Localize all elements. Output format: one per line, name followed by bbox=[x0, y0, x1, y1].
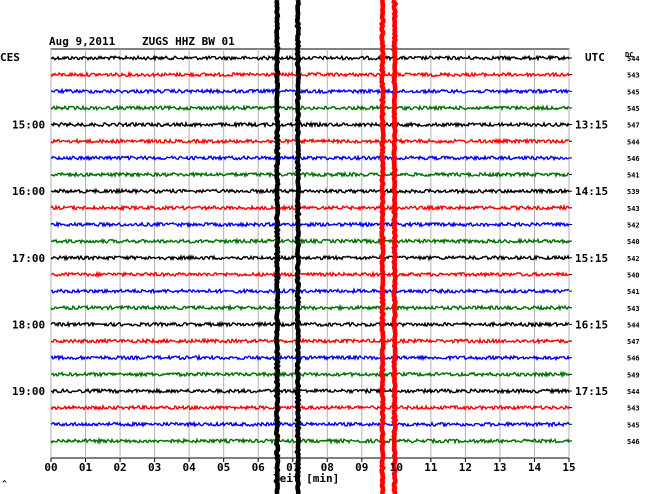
trace-line bbox=[50, 170, 569, 179]
event-marker bbox=[294, 0, 302, 494]
trace-line bbox=[50, 387, 570, 395]
x-tick-label: 06 bbox=[252, 461, 266, 474]
x-tick-label: 15 bbox=[562, 461, 575, 474]
trace-line bbox=[50, 237, 570, 245]
trace-line bbox=[50, 353, 570, 362]
trace-line bbox=[50, 270, 570, 279]
axis-labels: 00 01 02 03 04 05 06 07 08 09 10 11 12 13 14 15 544 543 54… bbox=[12, 55, 640, 474]
dc-value: 547 bbox=[627, 122, 640, 130]
dc-value: 546 bbox=[627, 155, 640, 163]
trace-line bbox=[50, 120, 570, 129]
trace-line bbox=[50, 370, 570, 379]
traces bbox=[50, 54, 570, 445]
x-tick-label: 09 bbox=[355, 461, 368, 474]
dc-value: 547 bbox=[627, 338, 640, 346]
dc-value: 543 bbox=[627, 305, 640, 313]
trace-line bbox=[50, 254, 570, 262]
dc-value: 546 bbox=[627, 438, 640, 446]
left-hour-label: 16:00 bbox=[12, 185, 45, 198]
event-markers bbox=[273, 0, 399, 494]
x-tick-label: 00 bbox=[44, 461, 57, 474]
trace-line bbox=[50, 104, 570, 112]
dc-value: 544 bbox=[627, 321, 640, 329]
x-tick-label: 01 bbox=[79, 461, 93, 474]
footer-mark: ^ bbox=[2, 479, 7, 488]
x-tick-label: 03 bbox=[148, 461, 161, 474]
x-tick-label: 07 bbox=[286, 461, 299, 474]
dc-value: 540 bbox=[627, 238, 640, 246]
right-hour-label: 13:15 bbox=[575, 119, 608, 132]
event-marker bbox=[379, 0, 387, 494]
trace-line bbox=[50, 303, 570, 312]
dc-value: 539 bbox=[627, 188, 640, 196]
left-hour-label: 17:00 bbox=[12, 252, 45, 265]
right-hour-label: 16:15 bbox=[575, 318, 608, 331]
x-tick-label: 05 bbox=[217, 461, 230, 474]
chart-date: Aug 9,2011 bbox=[49, 35, 116, 48]
x-tick-label: 10 bbox=[390, 461, 403, 474]
dc-value: 545 bbox=[627, 105, 640, 113]
trace-line bbox=[50, 187, 570, 195]
right-hour-label: 15:15 bbox=[575, 252, 608, 265]
trace-line bbox=[50, 203, 570, 212]
dc-value: 545 bbox=[627, 88, 640, 96]
plot-frame bbox=[50, 48, 570, 459]
x-tick-label: 13 bbox=[493, 461, 506, 474]
dc-value: 543 bbox=[627, 405, 640, 413]
dc-value: 543 bbox=[627, 72, 640, 80]
dc-label: DC bbox=[625, 51, 633, 59]
trace-line bbox=[50, 420, 570, 428]
left-hour-label: 18:00 bbox=[12, 318, 45, 331]
left-hour-label: 15:00 bbox=[12, 119, 45, 132]
dc-value: 540 bbox=[627, 271, 640, 279]
chart-station: ZUGS HHZ BW 01 bbox=[142, 35, 235, 48]
trace-line bbox=[50, 403, 570, 412]
right-axis-label: UTC bbox=[585, 51, 605, 64]
dc-value: 541 bbox=[627, 172, 640, 180]
event-marker bbox=[273, 0, 281, 494]
right-hour-label: 17:15 bbox=[575, 385, 608, 398]
trace-line bbox=[50, 337, 570, 345]
x-tick-label: 14 bbox=[528, 461, 542, 474]
trace-line bbox=[50, 436, 570, 445]
trace-line bbox=[50, 54, 570, 62]
trace-line bbox=[50, 220, 570, 229]
x-tick-label: 04 bbox=[183, 461, 197, 474]
x-tick-label: 02 bbox=[113, 461, 126, 474]
dc-value: 549 bbox=[627, 371, 640, 379]
dc-value: 542 bbox=[627, 222, 640, 230]
trace-line bbox=[50, 87, 570, 96]
dc-value: 545 bbox=[627, 421, 640, 429]
trace-line bbox=[50, 287, 570, 295]
event-marker bbox=[390, 0, 399, 494]
x-tick-label: 08 bbox=[321, 461, 334, 474]
dc-value: 546 bbox=[627, 355, 640, 363]
trace-line bbox=[50, 320, 570, 329]
x-tick-label: 11 bbox=[424, 461, 438, 474]
grid-lines bbox=[50, 48, 572, 462]
x-axis-label: Zeit [min] bbox=[273, 472, 339, 485]
left-hour-label: 19:00 bbox=[12, 385, 45, 398]
dc-value: 544 bbox=[627, 388, 640, 396]
trace-line bbox=[50, 137, 570, 146]
dc-value: 544 bbox=[627, 55, 640, 63]
dc-value: 541 bbox=[627, 288, 640, 296]
dc-value: 544 bbox=[627, 138, 640, 146]
right-hour-label: 14:15 bbox=[575, 185, 608, 198]
x-tick-label: 12 bbox=[459, 461, 472, 474]
dc-value: 542 bbox=[627, 255, 640, 263]
trace-line bbox=[50, 70, 570, 79]
left-axis-label: CES bbox=[0, 51, 20, 64]
dc-value: 543 bbox=[627, 205, 640, 213]
trace-line bbox=[50, 154, 570, 162]
